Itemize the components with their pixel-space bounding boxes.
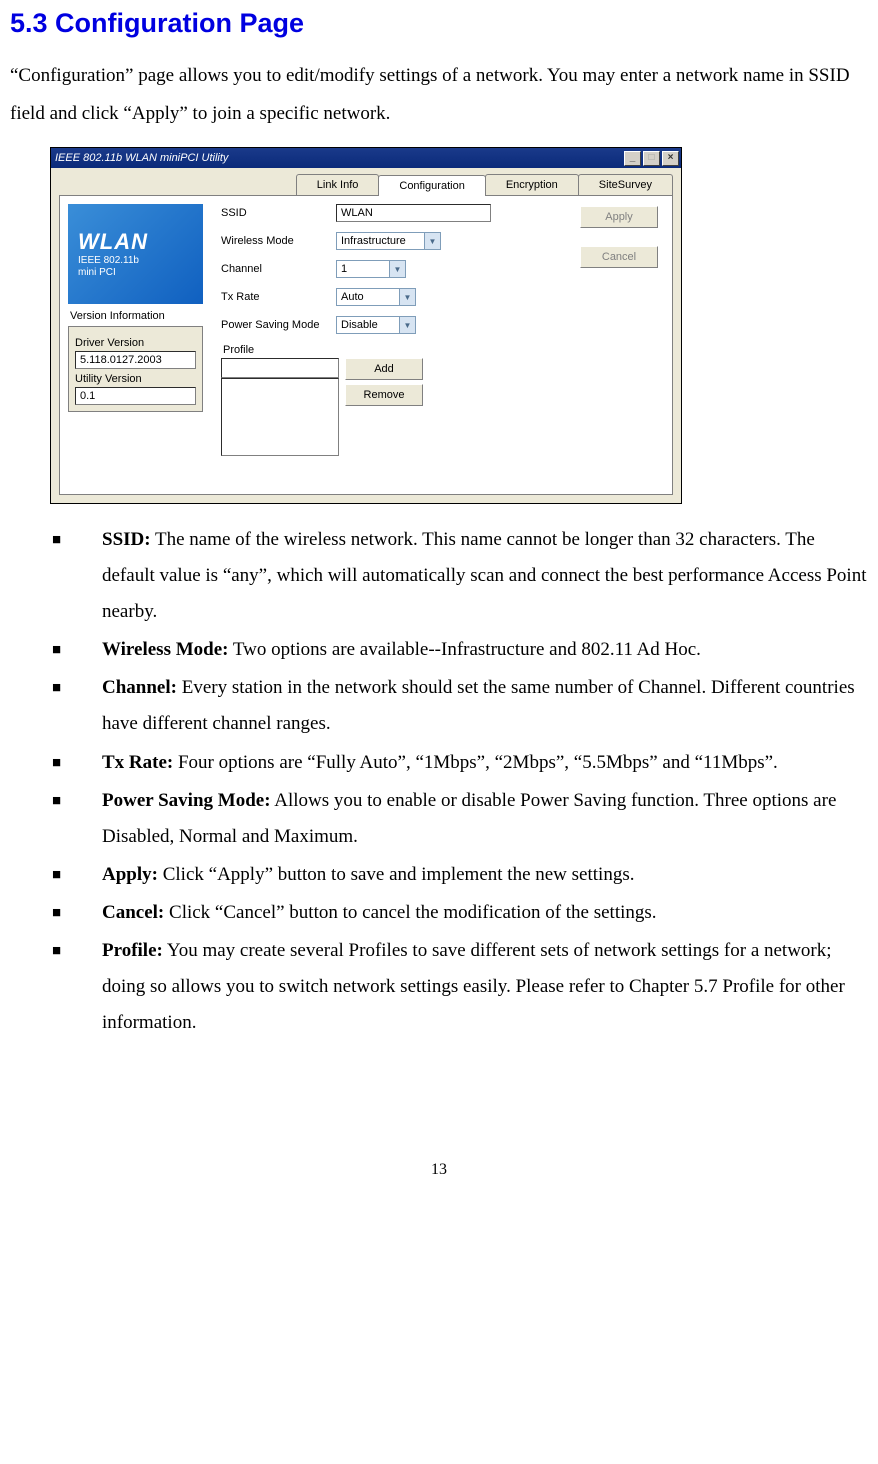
- profile-label: Profile: [223, 344, 664, 356]
- bullet-marker: ■: [52, 933, 102, 1041]
- bullet-body: Profile: You may create several Profiles…: [102, 933, 868, 1041]
- maximize-button[interactable]: □: [643, 151, 660, 166]
- bullet-marker: ■: [52, 632, 102, 668]
- bullet-marker: ■: [52, 857, 102, 893]
- profile-section: Profile Add Remove: [221, 344, 664, 456]
- list-item: ■Tx Rate: Four options are “Fully Auto”,…: [52, 745, 868, 781]
- psm-label: Power Saving Mode: [221, 319, 336, 331]
- version-box: Driver Version 5.118.0127.2003 Utility V…: [68, 326, 203, 412]
- intro-paragraph: “Configuration” page allows you to edit/…: [10, 57, 868, 133]
- add-button[interactable]: Add: [345, 358, 423, 380]
- remove-button[interactable]: Remove: [345, 384, 423, 406]
- tab-configuration[interactable]: Configuration: [378, 175, 485, 196]
- logo-sub2: mini PCI: [78, 267, 203, 279]
- window-controls: _ □ ×: [624, 151, 679, 166]
- form-area: SSID Wireless Mode Infrastructure ▼ Chan…: [211, 204, 664, 486]
- list-item: ■Cancel: Click “Cancel” button to cancel…: [52, 895, 868, 931]
- bullet-marker: ■: [52, 670, 102, 742]
- wireless-mode-value: Infrastructure: [337, 233, 424, 249]
- bullet-marker: ■: [52, 783, 102, 855]
- channel-label: Channel: [221, 263, 336, 275]
- logo-box: WLAN IEEE 802.11b mini PCI: [68, 204, 203, 304]
- window-dialog: IEEE 802.11b WLAN miniPCI Utility _ □ × …: [50, 147, 682, 504]
- list-item: ■Apply: Click “Apply” button to save and…: [52, 857, 868, 893]
- profile-left: [221, 358, 339, 456]
- tab-bar: Link Info Configuration Encryption SiteS…: [51, 168, 681, 195]
- logo-text: WLAN: [78, 229, 203, 255]
- bullet-body: Wireless Mode: Two options are available…: [102, 632, 868, 668]
- close-button[interactable]: ×: [662, 151, 679, 166]
- bullet-marker: ■: [52, 522, 102, 630]
- list-item: ■Power Saving Mode: Allows you to enable…: [52, 783, 868, 855]
- profile-name-input[interactable]: [221, 358, 339, 378]
- channel-value: 1: [337, 261, 389, 277]
- utility-version-value: 0.1: [75, 387, 196, 405]
- bullet-body: Cancel: Click “Cancel” button to cancel …: [102, 895, 868, 931]
- ssid-input[interactable]: [336, 204, 491, 222]
- chevron-down-icon: ▼: [389, 261, 405, 277]
- version-title: Version Information: [70, 310, 203, 322]
- chevron-down-icon: ▼: [424, 233, 440, 249]
- ssid-label: SSID: [221, 207, 336, 219]
- apply-button[interactable]: Apply: [580, 206, 658, 228]
- driver-version-label: Driver Version: [75, 337, 196, 349]
- content-area: WLAN IEEE 802.11b mini PCI Version Infor…: [59, 195, 673, 495]
- list-item: ■SSID: The name of the wireless network.…: [52, 522, 868, 630]
- screenshot-dialog: IEEE 802.11b WLAN miniPCI Utility _ □ × …: [50, 147, 682, 504]
- titlebar-text: IEEE 802.11b WLAN miniPCI Utility: [55, 152, 228, 164]
- tab-sitesurvey[interactable]: SiteSurvey: [578, 174, 673, 195]
- bullet-list: ■SSID: The name of the wireless network.…: [52, 522, 868, 1041]
- bullet-body: Tx Rate: Four options are “Fully Auto”, …: [102, 745, 868, 781]
- wireless-mode-label: Wireless Mode: [221, 235, 336, 247]
- profile-buttons: Add Remove: [345, 358, 423, 456]
- bullet-body: Power Saving Mode: Allows you to enable …: [102, 783, 868, 855]
- utility-version-label: Utility Version: [75, 373, 196, 385]
- bullet-body: Channel: Every station in the network sh…: [102, 670, 868, 742]
- chevron-down-icon: ▼: [399, 289, 415, 305]
- channel-select[interactable]: 1 ▼: [336, 260, 406, 278]
- bullet-body: SSID: The name of the wireless network. …: [102, 522, 868, 630]
- section-heading: 5.3 Configuration Page: [10, 8, 868, 39]
- list-item: ■Profile: You may create several Profile…: [52, 933, 868, 1041]
- psm-value: Disable: [337, 317, 399, 333]
- page-number: 13: [10, 1161, 868, 1179]
- list-item: ■Wireless Mode: Two options are availabl…: [52, 632, 868, 668]
- titlebar: IEEE 802.11b WLAN miniPCI Utility _ □ ×: [51, 148, 681, 168]
- bullet-body: Apply: Click “Apply” button to save and …: [102, 857, 868, 893]
- left-panel: WLAN IEEE 802.11b mini PCI Version Infor…: [68, 204, 203, 486]
- logo-sub1: IEEE 802.11b: [78, 255, 203, 267]
- list-item: ■Channel: Every station in the network s…: [52, 670, 868, 742]
- txrate-label: Tx Rate: [221, 291, 336, 303]
- psm-select[interactable]: Disable ▼: [336, 316, 416, 334]
- txrate-select[interactable]: Auto ▼: [336, 288, 416, 306]
- driver-version-value: 5.118.0127.2003: [75, 351, 196, 369]
- cancel-button[interactable]: Cancel: [580, 246, 658, 268]
- txrate-value: Auto: [337, 289, 399, 305]
- right-buttons: Apply Cancel: [580, 206, 658, 268]
- chevron-down-icon: ▼: [399, 317, 415, 333]
- tab-link-info[interactable]: Link Info: [296, 174, 380, 195]
- minimize-button[interactable]: _: [624, 151, 641, 166]
- bullet-marker: ■: [52, 745, 102, 781]
- bullet-marker: ■: [52, 895, 102, 931]
- tab-encryption[interactable]: Encryption: [485, 174, 579, 195]
- profile-list[interactable]: [221, 378, 339, 456]
- wireless-mode-select[interactable]: Infrastructure ▼: [336, 232, 441, 250]
